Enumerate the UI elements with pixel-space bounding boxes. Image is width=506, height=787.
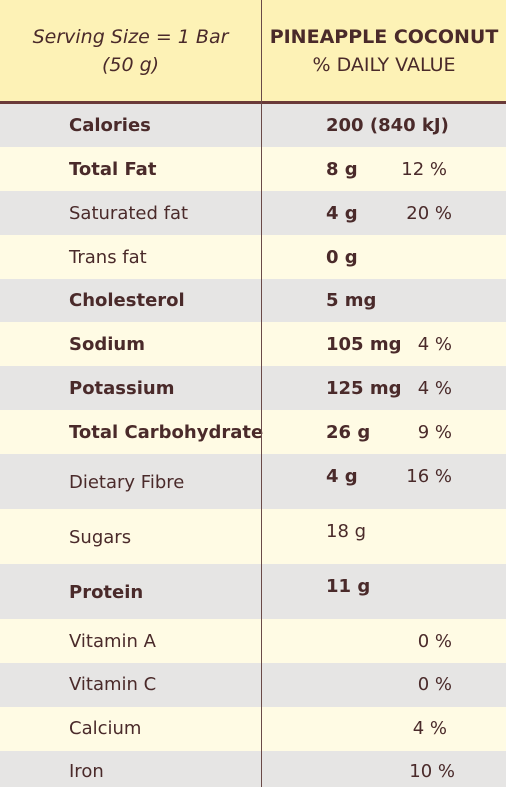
nutrient-percent: 10 % (409, 761, 455, 782)
nutrient-amount: 105 mg (326, 334, 402, 355)
nutrient-name: Vitamin A (69, 631, 156, 652)
serving-size-weight: (50 g) (101, 53, 160, 76)
table-row: Potassium 125 mg 4 % (0, 366, 506, 410)
serving-size-cell: Serving Size = 1 Bar (50 g) (0, 0, 261, 101)
nutrient-percent: 16 % (406, 466, 452, 487)
nutrient-name: Saturated fat (69, 203, 189, 224)
table-row: Cholesterol 5 mg (0, 279, 506, 322)
nutrient-name: Calories (69, 115, 151, 136)
nutrient-percent: 4 % (412, 718, 447, 739)
nutrient-amount: 4 g (326, 466, 358, 487)
nutrient-percent: 4 % (417, 334, 452, 355)
nutrient-name: Calcium (69, 718, 142, 739)
table-row: Total Fat 8 g 12 % (0, 147, 506, 191)
nutrient-name: Protein (69, 582, 144, 603)
nutrient-amount: 8 g (326, 159, 358, 180)
nutrient-amount: 5 mg (326, 290, 377, 311)
nutrient-name: Trans fat (69, 247, 147, 268)
nutrient-name: Dietary Fibre (69, 472, 185, 493)
nutrient-percent: 20 % (406, 203, 452, 224)
serving-size-label: Serving Size = 1 Bar (32, 25, 229, 48)
nutrient-name: Sodium (69, 334, 145, 355)
nutrient-name: Sugars (69, 527, 132, 548)
table-row: Vitamin A 0 % (0, 619, 506, 663)
nutrient-name: Total Fat (69, 159, 157, 180)
nutrient-amount: 4 g (326, 203, 358, 224)
table-row: Total Carbohydrate 26 g 9 % (0, 410, 506, 454)
table-row: Saturated fat 4 g 20 % (0, 191, 506, 235)
table-row: Calcium 4 % (0, 707, 506, 751)
nutrient-percent: 4 % (417, 378, 452, 399)
nutrient-name: Cholesterol (69, 290, 185, 311)
column-divider (261, 0, 262, 787)
nutrient-percent: 0 % (417, 674, 452, 695)
nutrient-amount: 125 mg (326, 378, 402, 399)
nutrient-name: Iron (69, 761, 104, 782)
nutrient-name: Vitamin C (69, 674, 157, 695)
nutrient-amount: 26 g (326, 422, 371, 443)
nutrient-amount: 0 g (326, 247, 358, 268)
nutrient-amount: 11 g (326, 576, 371, 597)
nutrient-percent: 0 % (417, 631, 452, 652)
table-row: Sugars 18 g (0, 509, 506, 564)
table-row: Calories 200 (840 kJ) (0, 104, 506, 147)
nutrient-name: Total Carbohydrate (69, 422, 264, 443)
nutrient-name: Potassium (69, 378, 175, 399)
nutrient-amount: 200 (840 kJ) (326, 115, 449, 136)
product-header-cell: PINEAPPLE COCONUT % DAILY VALUE (262, 0, 506, 101)
table-row: Trans fat 0 g (0, 235, 506, 279)
table-row: Dietary Fibre 4 g 16 % (0, 454, 506, 509)
nutrient-percent: 9 % (417, 422, 452, 443)
nutrient-percent: 12 % (401, 159, 447, 180)
table-row: Iron 10 % (0, 751, 506, 787)
table-header: Serving Size = 1 Bar (50 g) PINEAPPLE CO… (0, 0, 506, 101)
table-row: Vitamin C 0 % (0, 663, 506, 707)
table-row: Protein 11 g (0, 564, 506, 619)
nutrient-amount: 18 g (326, 521, 367, 542)
header-divider (0, 101, 506, 104)
table-row: Sodium 105 mg 4 % (0, 322, 506, 366)
product-name: PINEAPPLE COCONUT (269, 25, 499, 48)
daily-value-label: % DAILY VALUE (312, 53, 456, 76)
